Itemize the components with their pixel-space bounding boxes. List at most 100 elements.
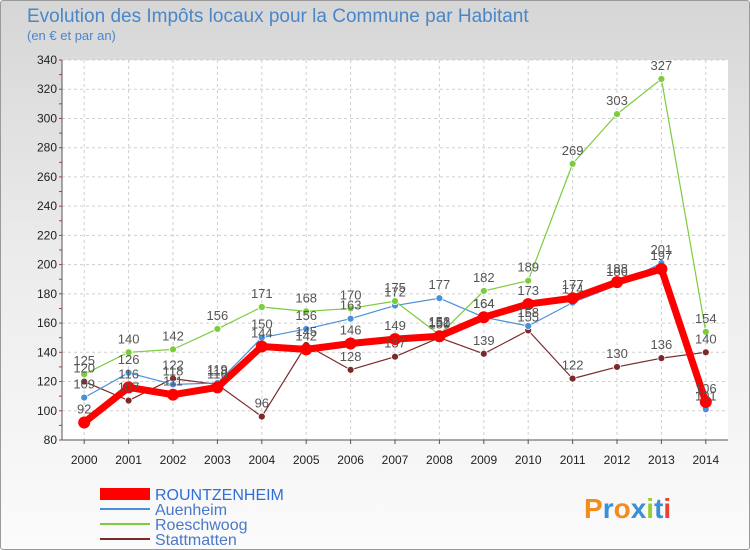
data-point-roeschwoog bbox=[302, 307, 311, 316]
data-label-roeschwoog: 182 bbox=[473, 270, 495, 285]
x-tick-label: 2011 bbox=[560, 453, 586, 467]
x-tick-label: 2006 bbox=[337, 453, 364, 467]
series-lines bbox=[78, 75, 712, 429]
data-label-rountzenheim: 106 bbox=[695, 381, 717, 396]
data-label-roeschwoog: 303 bbox=[606, 93, 628, 108]
data-label-rountzenheim: 116 bbox=[207, 366, 228, 381]
data-label-roeschwoog: 171 bbox=[251, 286, 273, 301]
x-tick-label: 2001 bbox=[115, 453, 142, 467]
data-label-stattmatten: 122 bbox=[562, 358, 584, 373]
data-label-roeschwoog: 154 bbox=[695, 311, 717, 326]
y-tick-label: 120 bbox=[37, 375, 57, 389]
data-point-rountzenheim bbox=[122, 381, 135, 394]
y-tick-label: 220 bbox=[37, 228, 57, 242]
data-point-stattmatten bbox=[701, 348, 710, 357]
data-point-auenheim bbox=[302, 325, 311, 333]
data-label-roeschwoog: 125 bbox=[73, 353, 95, 368]
data-label-stattmatten: 120 bbox=[73, 361, 95, 376]
data-label-auenheim: 174 bbox=[562, 282, 584, 297]
y-tick-label: 140 bbox=[37, 345, 57, 359]
data-label-stattmatten: 107 bbox=[118, 380, 140, 395]
data-label-roeschwoog: 142 bbox=[162, 328, 184, 343]
x-tick-label: 2002 bbox=[160, 453, 187, 467]
y-tick-label: 320 bbox=[37, 82, 57, 96]
grid bbox=[62, 59, 728, 441]
data-label-auenheim: 164 bbox=[473, 296, 495, 311]
data-label-auenheim: 172 bbox=[384, 285, 406, 300]
x-tick-label: 2000 bbox=[71, 453, 98, 467]
legend-swatch bbox=[100, 488, 150, 500]
y-tick-label: 260 bbox=[37, 170, 57, 184]
data-point-roeschwoog bbox=[346, 304, 355, 313]
data-labels: 92 116 111 116 144 142 146 149 151 164 173 177 188 19… bbox=[73, 58, 716, 416]
data-label-roeschwoog: 168 bbox=[295, 290, 317, 305]
data-point-roeschwoog bbox=[613, 110, 621, 118]
data-label-auenheim: 150 bbox=[251, 317, 273, 332]
data-label-rountzenheim: 188 bbox=[606, 261, 628, 276]
data-label-stattmatten: 137 bbox=[384, 336, 406, 351]
data-point-auenheim bbox=[80, 393, 89, 402]
data-point-roeschwoog bbox=[169, 345, 177, 354]
y-tick-label: 180 bbox=[37, 287, 57, 301]
legend-label: ROUNTZENHEIM bbox=[155, 487, 284, 504]
x-tick-label: 2009 bbox=[470, 453, 497, 467]
data-label-auenheim: 186 bbox=[606, 264, 628, 279]
legend: ROUNTZENHEIMAuenheimRoeschwoogStattmatte… bbox=[100, 487, 284, 549]
chart-title: Evolution des Impôts locaux pour la Comm… bbox=[27, 6, 529, 27]
data-point-stattmatten bbox=[568, 374, 577, 383]
y-tick-label: 100 bbox=[37, 404, 57, 418]
data-label-auenheim: 163 bbox=[340, 298, 362, 313]
data-point-stattmatten bbox=[257, 412, 266, 421]
data-label-rountzenheim: 149 bbox=[384, 318, 406, 333]
legend-label: Stattmatten bbox=[155, 532, 237, 549]
data-label-roeschwoog: 140 bbox=[118, 331, 140, 346]
axes: 80 100 120 140 160 180 200 220 240 260 280 300 320 34… bbox=[37, 53, 728, 467]
data-point-stattmatten bbox=[479, 349, 488, 358]
data-label-rountzenheim: 151 bbox=[429, 315, 451, 330]
data-point-stattmatten bbox=[391, 352, 399, 361]
data-point-roeschwoog bbox=[524, 276, 533, 285]
x-tick-label: 2014 bbox=[692, 453, 719, 467]
data-label-auenheim: 119 bbox=[207, 362, 228, 377]
data-point-rountzenheim bbox=[167, 388, 179, 401]
data-label-auenheim: 201 bbox=[651, 242, 673, 257]
data-point-rountzenheim bbox=[255, 340, 268, 353]
data-label-auenheim: 177 bbox=[429, 277, 451, 292]
data-point-auenheim bbox=[435, 294, 444, 303]
data-label-auenheim: 126 bbox=[118, 352, 140, 367]
data-label-stattmatten: 136 bbox=[651, 337, 673, 352]
proxiti-logo: Proxiti bbox=[584, 493, 671, 524]
y-tick-label: 300 bbox=[37, 111, 57, 125]
data-label-stattmatten: 122 bbox=[162, 358, 184, 373]
y-tick-label: 280 bbox=[37, 141, 57, 155]
data-label-roeschwoog: 269 bbox=[562, 143, 584, 158]
data-label-auenheim: 118 bbox=[163, 363, 184, 378]
data-point-auenheim bbox=[524, 322, 533, 330]
x-tick-label: 2007 bbox=[382, 453, 409, 467]
x-tick-label: 2010 bbox=[515, 453, 542, 467]
data-label-stattmatten: 139 bbox=[473, 333, 495, 348]
data-point-roeschwoog bbox=[124, 348, 133, 357]
data-label-rountzenheim: 144 bbox=[251, 325, 273, 340]
data-point-rountzenheim bbox=[522, 298, 535, 311]
data-label-auenheim: 109 bbox=[73, 377, 95, 392]
data-point-roeschwoog bbox=[568, 159, 577, 168]
data-label-stattmatten: 118 bbox=[207, 363, 228, 378]
data-point-stattmatten bbox=[613, 363, 621, 371]
x-tick-label: 2008 bbox=[426, 453, 453, 467]
data-label-stattmatten: 140 bbox=[695, 331, 717, 346]
data-label-rountzenheim: 111 bbox=[163, 374, 183, 389]
data-label-stattmatten: 96 bbox=[255, 396, 269, 411]
data-point-roeschwoog bbox=[257, 303, 266, 311]
data-label-roeschwoog: 327 bbox=[651, 58, 673, 73]
data-label-rountzenheim: 197 bbox=[651, 248, 673, 263]
y-tick-label: 240 bbox=[37, 199, 57, 213]
chart-subtitle: (en € et par an) bbox=[27, 28, 116, 43]
data-point-rountzenheim bbox=[655, 263, 668, 275]
data-label-auenheim: 101 bbox=[695, 388, 717, 403]
data-point-auenheim bbox=[124, 368, 133, 377]
data-point-rountzenheim bbox=[699, 396, 712, 408]
y-tick-label: 340 bbox=[37, 53, 57, 67]
data-label-rountzenheim: 146 bbox=[340, 323, 362, 338]
